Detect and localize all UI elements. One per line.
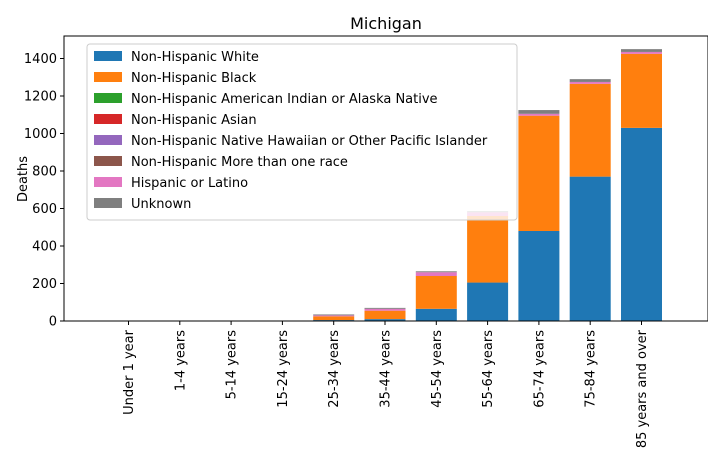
legend-label-3: Non-Hispanic Asian: [131, 113, 257, 128]
bar-segment-6-6: [415, 272, 457, 276]
legend-swatch-6: [94, 177, 122, 187]
y-tick-label: 200: [32, 277, 57, 292]
x-tick-label: 1-4 years: [173, 330, 188, 391]
x-tick-label: Under 1 year: [122, 329, 137, 415]
bar-segment-0-7: [467, 282, 509, 321]
bar-segment-7-9: [569, 79, 611, 82]
bar-segment-0-10: [621, 127, 662, 322]
legend-swatch-7: [94, 198, 122, 208]
legend-label-1: Non-Hispanic Black: [131, 71, 257, 86]
legend-label-5: Non-Hispanic More than one race: [131, 155, 348, 170]
y-tick-label: 1200: [24, 90, 57, 105]
bar-segment-7-10: [621, 49, 662, 52]
x-tick-label: 85 years and over: [635, 329, 650, 448]
bar-segment-1-4: [313, 316, 355, 321]
legend-label-6: Hispanic or Latino: [131, 176, 248, 191]
legend-swatch-3: [94, 114, 122, 124]
legend-label-7: Unknown: [131, 197, 191, 212]
x-tick-label: 25-34 years: [327, 330, 342, 408]
x-tick-label: 55-64 years: [481, 330, 496, 408]
x-tick-label: 15-24 years: [276, 330, 291, 408]
y-tick-label: 400: [32, 240, 57, 255]
bar-segment-1-5: [364, 310, 406, 320]
y-tick-label: 1000: [24, 127, 57, 142]
bar-segment-6-10: [621, 51, 662, 54]
bar-segment-0-8: [518, 231, 560, 321]
x-tick-label: 5-14 years: [225, 330, 240, 400]
chart-title: Michigan: [350, 14, 422, 33]
legend-swatch-1: [94, 72, 122, 82]
bar-segment-7-6: [415, 271, 457, 273]
bar-segment-1-8: [518, 115, 560, 231]
legend-label-4: Non-Hispanic Native Hawaiian or Other Pa…: [131, 134, 488, 149]
bars-layer: [313, 49, 662, 322]
legend-label-0: Non-Hispanic White: [131, 50, 259, 65]
legend-swatch-5: [94, 156, 122, 166]
y-tick-label: 1400: [24, 52, 57, 67]
bar-segment-7-5: [364, 307, 406, 309]
legend-swatch-2: [94, 93, 122, 103]
bar-segment-0-9: [569, 176, 611, 322]
legend-label-2: Non-Hispanic American Indian or Alaska N…: [131, 92, 438, 107]
bar-segment-1-9: [569, 83, 611, 177]
y-tick-label: 600: [32, 202, 57, 217]
bar-segment-6-8: [518, 113, 560, 116]
bar-segment-6-4: [313, 315, 355, 317]
y-tick-label: 0: [49, 315, 57, 330]
plot-frame: [63, 35, 708, 322]
x-tick-label: 35-44 years: [379, 330, 394, 408]
bar-segment-1-7: [467, 216, 509, 283]
bar-segment-1-10: [621, 53, 662, 128]
bar-segment-6-9: [569, 81, 611, 84]
x-tick-label: 45-54 years: [430, 330, 445, 408]
y-axis-ticks: 0 200 400 600 800 1000 1200 1400: [24, 52, 64, 330]
y-axis-label: Deaths: [16, 156, 31, 202]
x-axis-ticks: Under 1 year 1-4 years 5-14 years 15-24 yea…: [122, 321, 650, 448]
x-tick-label: 75-84 years: [584, 330, 599, 408]
legend-swatch-4: [94, 135, 122, 145]
y-tick-label: 800: [32, 165, 57, 180]
legend: Non-Hispanic White Non-Hispanic Black Non-…: [86, 43, 518, 221]
bar-segment-1-6: [415, 276, 457, 309]
x-tick-label: 65-74 years: [532, 330, 547, 408]
bar-segment-7-4: [313, 314, 355, 316]
bar-segment-6-5: [364, 308, 406, 311]
legend-swatch-0: [94, 51, 122, 61]
bar-segment-0-6: [415, 308, 457, 321]
bar-segment-7-8: [518, 110, 560, 114]
bar-segment-0-5: [364, 319, 406, 322]
legend-box: [86, 43, 518, 221]
